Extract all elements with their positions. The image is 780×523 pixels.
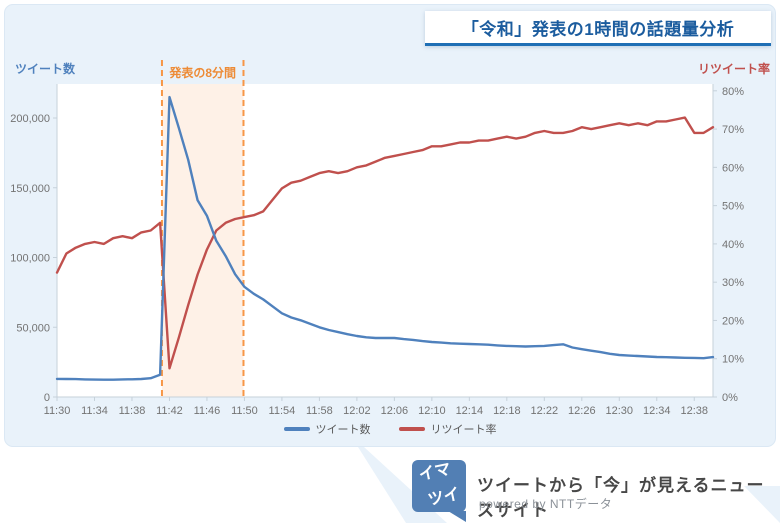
right-axis-tick-label: 30% [722, 277, 744, 289]
legend-item-retweet-rate: リツイート率 [398, 421, 497, 437]
tweet-count-line [55, 95, 715, 381]
chart-legend: ツイート数 リツイート率 [0, 421, 780, 437]
x-axis-tick-label: 12:06 [381, 405, 409, 417]
right-axis-tick-label: 20% [722, 315, 744, 327]
right-axis-tick-label: 80% [722, 86, 744, 98]
retweet-rate-swatch [398, 427, 425, 431]
footer-band: イマ ツイ ツイートから「今」が見えるニュースサイト powered by NT… [0, 447, 780, 523]
right-axis-tick-label: 50% [722, 201, 744, 213]
topic-volume-chart: 発表の8分間 0 50,000 100,000 150,000 200,000 0% 10% 2… [10, 60, 770, 417]
left-axis-title: ツイート数 [15, 61, 76, 76]
left-axis-tick-label: 150,000 [10, 183, 50, 195]
left-axis-tick-label: 200,000 [10, 113, 50, 125]
retweet-rate-legend-label: リツイート率 [430, 424, 497, 436]
retweet-rate-line [55, 116, 715, 370]
logo-text-top: イマ [417, 460, 453, 485]
legend-item-tweet-count: ツイート数 [283, 421, 371, 437]
x-axis-tick-label: 11:34 [81, 405, 108, 417]
right-axis-tick-label: 0% [722, 392, 738, 404]
imatsui-logo: イマ ツイ [412, 460, 466, 512]
x-axis-tick-label: 12:10 [418, 405, 446, 417]
plot-area [57, 84, 713, 397]
x-axis-tick-label: 12:26 [568, 405, 596, 417]
left-axis-tick-label: 100,000 [10, 253, 50, 265]
right-axis-tick-label: 10% [722, 354, 744, 366]
announcement-label: 発表の8分間 [168, 65, 236, 80]
page-title: 「令和」発表の1時間の話題量分析 [461, 19, 735, 39]
x-axis-tick-label: 11:54 [269, 405, 296, 417]
footer-tagline: ツイートから「今」が見えるニュースサイト [477, 476, 765, 520]
right-axis-tick-label: 60% [722, 162, 744, 174]
title-banner: 「令和」発表の1時間の話題量分析 [425, 11, 771, 46]
x-axis-tick-label: 12:22 [531, 405, 559, 417]
x-axis-tick-label: 11:50 [231, 405, 258, 417]
logo-text-bottom: ツイ [426, 485, 462, 510]
x-axis-tick-label: 11:42 [156, 405, 183, 417]
x-axis-tick-label: 12:18 [493, 405, 521, 417]
x-axis-tick-label: 12:34 [643, 405, 671, 417]
x-axis-tick-label: 11:58 [306, 405, 333, 417]
right-axis-tick-label: 70% [722, 124, 744, 136]
powered-by-label: powered by NTTデータ [479, 497, 613, 511]
logo-tail [448, 511, 466, 522]
tweet-count-swatch [283, 427, 310, 431]
x-axis-tick-label: 11:46 [194, 405, 221, 417]
left-axis-tick-label: 0 [44, 392, 50, 404]
x-axis-tick-label: 12:30 [606, 405, 634, 417]
right-axis-title: リツイート率 [698, 61, 770, 76]
x-axis-tick-label: 12:14 [456, 405, 484, 417]
x-axis-tick-label: 12:02 [343, 405, 371, 417]
right-axis-tick-label: 40% [722, 239, 744, 251]
x-axis-tick-label: 11:38 [119, 405, 146, 417]
left-axis-tick-label: 50,000 [16, 322, 50, 334]
x-axis-tick-label: 11:30 [44, 405, 71, 417]
tweet-count-legend-label: ツイート数 [315, 424, 371, 436]
x-axis-tick-label: 12:38 [680, 405, 708, 417]
